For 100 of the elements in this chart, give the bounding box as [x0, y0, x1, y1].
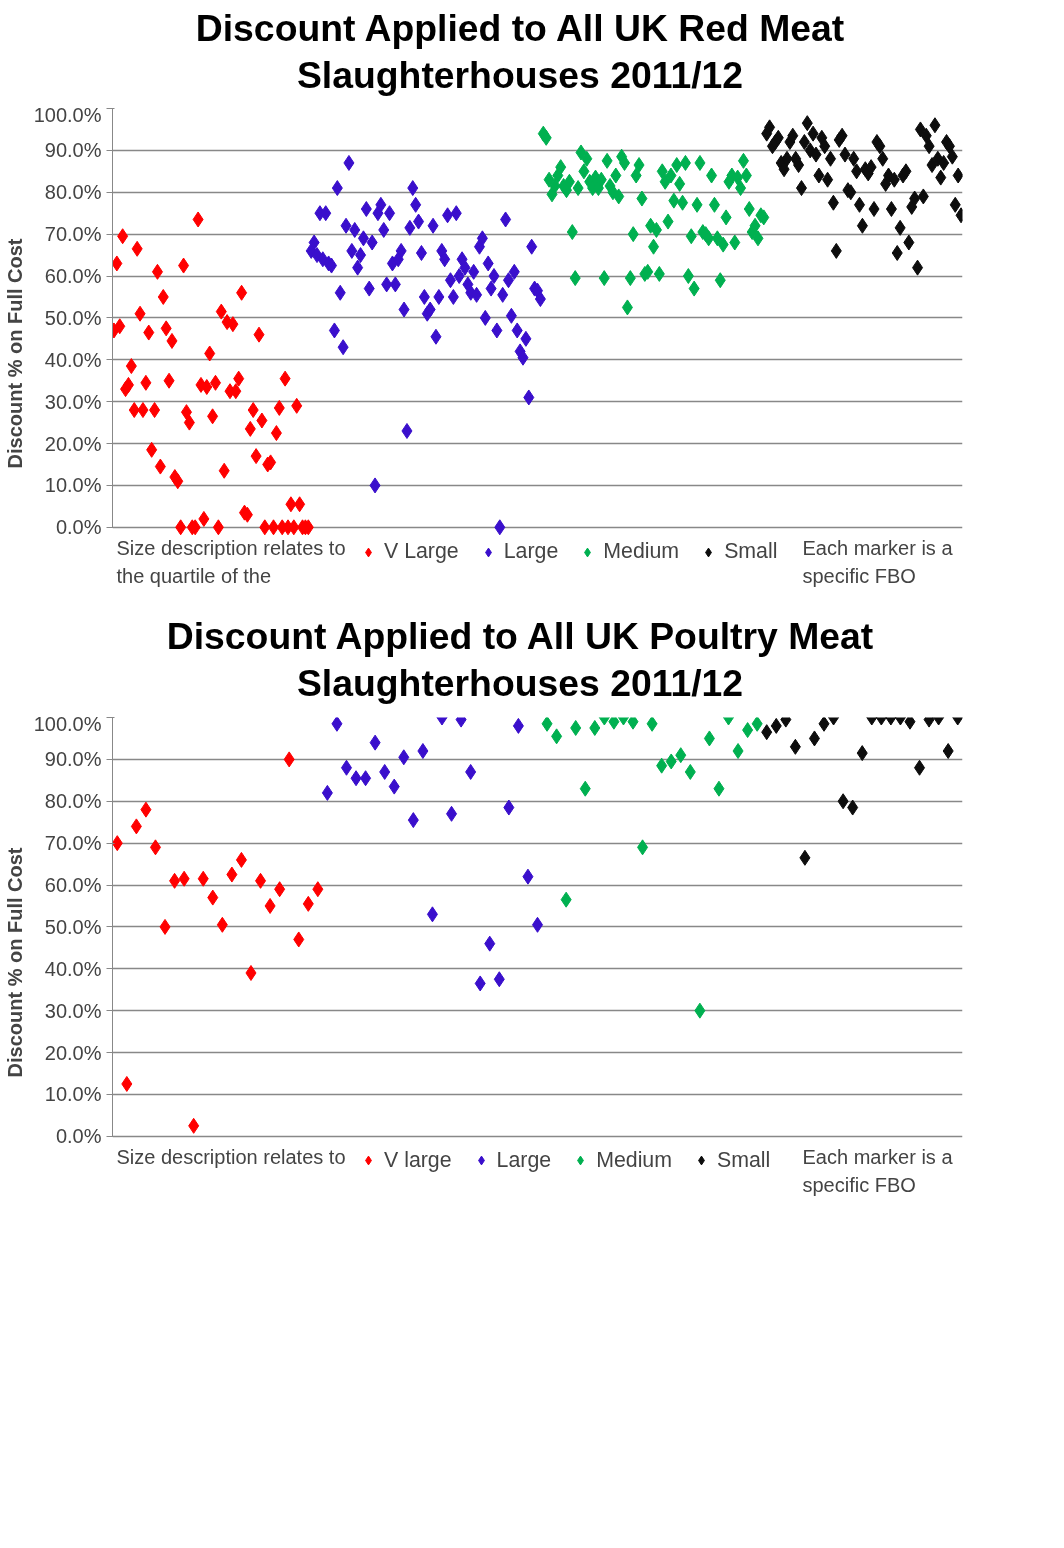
point [379, 763, 391, 780]
legend-label: V large [384, 1147, 452, 1173]
y-tick-label: 40.0% [44, 349, 102, 372]
point [856, 744, 868, 761]
point [121, 1075, 133, 1092]
point [637, 838, 649, 855]
legend-label: V Large [384, 539, 459, 565]
point [159, 918, 171, 935]
point [197, 870, 209, 887]
y-tick-label: 40.0% [44, 957, 102, 980]
point [302, 895, 314, 912]
point [140, 801, 152, 818]
point [178, 870, 190, 887]
point [321, 784, 333, 801]
point [503, 799, 515, 816]
point [340, 759, 352, 776]
point [656, 757, 668, 774]
point [541, 717, 553, 732]
y-tick-label: 30.0% [44, 390, 102, 413]
point [522, 868, 534, 885]
point [398, 748, 410, 765]
point [226, 866, 238, 883]
point [675, 746, 687, 763]
y-tick-label: 0.0% [55, 1124, 102, 1147]
y-tick-label: 90.0% [44, 139, 102, 162]
point [703, 730, 715, 747]
point [169, 872, 181, 889]
chart-title: Discount Applied to All UK Red Meat Slaughterhouses 2011/12 [194, 6, 846, 98]
point [474, 975, 486, 992]
point [751, 717, 763, 732]
point [235, 851, 247, 868]
point [732, 742, 744, 759]
point [255, 872, 267, 889]
point [808, 730, 820, 747]
point [942, 742, 954, 759]
point [847, 799, 859, 816]
point [388, 778, 400, 795]
point [207, 889, 219, 906]
legend-label: Medium [596, 1147, 672, 1173]
point [589, 719, 601, 736]
point [360, 769, 372, 786]
y-tick-label: 100.0% [33, 712, 102, 735]
point [742, 721, 754, 738]
y-tick-label: 90.0% [44, 748, 102, 771]
legend-label: Medium [603, 539, 680, 565]
point [350, 769, 362, 786]
y-tick-label: 50.0% [44, 307, 102, 330]
legend-label: Small [724, 539, 778, 565]
text: Size description relates to [116, 1145, 346, 1168]
point [493, 970, 505, 987]
point [283, 751, 295, 768]
text: Each marker is a specific FBO [802, 1145, 954, 1196]
point [694, 1002, 706, 1019]
y-tick-label: 100.0% [33, 103, 102, 126]
y-tick-label: 0.0% [55, 516, 102, 539]
legend-label: Large [503, 539, 559, 565]
point [130, 818, 142, 835]
point [216, 916, 228, 933]
text: Each marker is a specific FBO [802, 536, 954, 588]
point [312, 880, 324, 897]
point [446, 805, 458, 822]
y-tick-label: 60.0% [44, 873, 102, 896]
y-axis-title: Discount % on Full Cost [3, 238, 26, 469]
point [149, 838, 161, 855]
point [684, 763, 696, 780]
point [799, 849, 811, 866]
text: Size description relates to the quartile of the [116, 536, 346, 588]
point [407, 811, 419, 828]
point [465, 763, 477, 780]
legend-label: Small [717, 1147, 771, 1173]
legend-label: Large [496, 1147, 552, 1173]
y-axis-title: Discount % on Full Cost [3, 846, 26, 1078]
point [264, 897, 276, 914]
point [245, 964, 257, 981]
y-tick-label: 60.0% [44, 265, 102, 288]
point [570, 719, 582, 736]
point [646, 717, 658, 732]
point [665, 753, 677, 770]
point [761, 723, 773, 740]
point [188, 1117, 200, 1134]
point [551, 727, 563, 744]
chart-title: Discount Applied to All UK Poultry Meat Slaughterhouses 2011/12 [165, 614, 875, 706]
y-tick-label: 70.0% [44, 831, 102, 854]
y-tick-label: 30.0% [44, 999, 102, 1022]
point [560, 891, 572, 908]
point [331, 717, 343, 732]
point [770, 717, 782, 734]
y-tick-label: 10.0% [44, 474, 102, 497]
point [512, 717, 524, 734]
point [713, 780, 725, 797]
point [293, 931, 305, 948]
point [818, 717, 830, 732]
point [417, 742, 429, 759]
y-tick-label: 80.0% [44, 181, 102, 204]
y-tick-label: 80.0% [44, 789, 102, 812]
y-tick-label: 50.0% [44, 915, 102, 938]
y-tick-label: 20.0% [44, 1041, 102, 1064]
y-tick-label: 20.0% [44, 432, 102, 455]
point [837, 792, 849, 809]
point [369, 734, 381, 751]
